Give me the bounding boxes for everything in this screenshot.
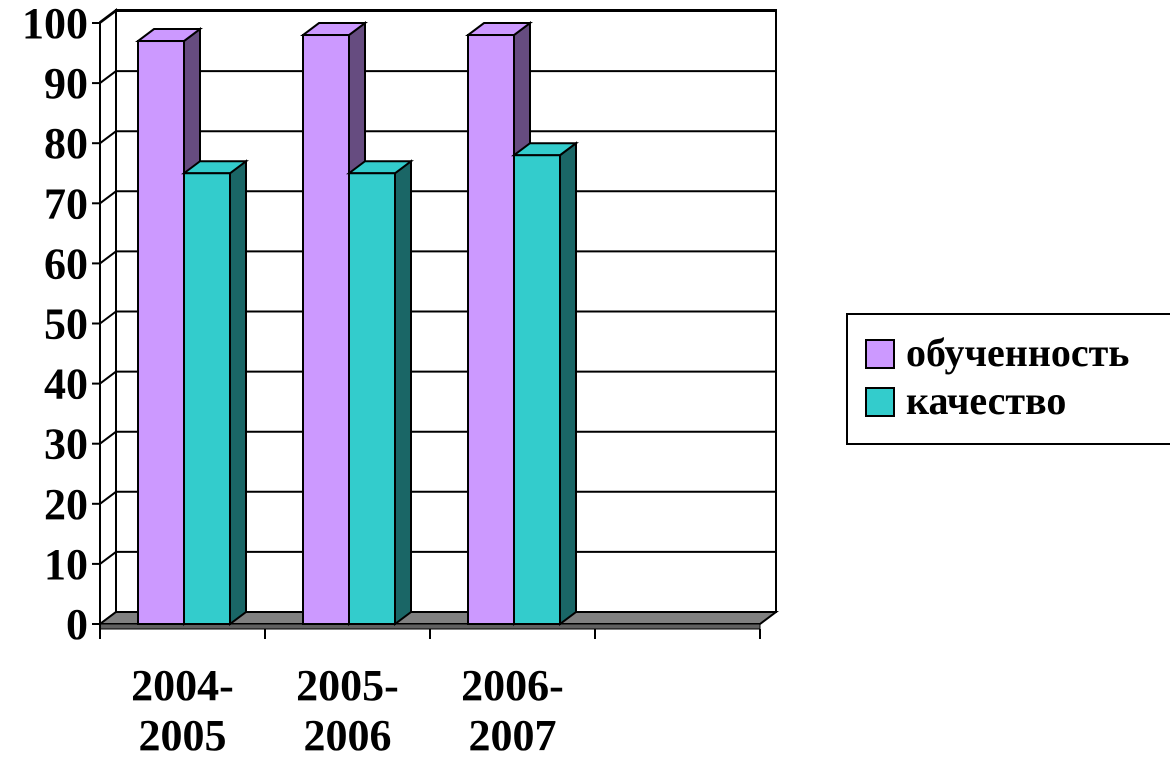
bar-front — [137, 40, 185, 625]
y-tick-label-20: 20 — [44, 480, 88, 529]
legend-swatch-1 — [865, 387, 895, 417]
x-category-label-2: 2007 — [469, 711, 557, 760]
gridline-side-50 — [99, 310, 117, 325]
bars — [134, 21, 579, 626]
gridline-side-100 — [99, 10, 117, 24]
legend-label-0: обученность — [906, 330, 1129, 375]
bar-front — [302, 34, 350, 625]
gridline-side-80 — [99, 130, 117, 144]
bar-side — [229, 159, 247, 626]
gridline-side-30 — [99, 430, 117, 445]
gridline-side-40 — [99, 370, 117, 385]
legend-label-1: качество — [906, 378, 1066, 423]
y-axis-tick-labels: 0 10 20 30 40 50 60 70 80 90 100 — [22, 0, 88, 649]
x-category-label-0: 2004- — [131, 661, 234, 710]
gridline-side-70 — [99, 190, 117, 205]
axes — [92, 22, 761, 639]
gridline-side-90 — [99, 70, 117, 84]
y-tick-label-100: 100 — [22, 0, 88, 48]
legend-box — [846, 313, 1170, 445]
gridline-side-20 — [99, 490, 117, 505]
y-tick-label-80: 80 — [44, 119, 88, 168]
y-tick-label-0: 0 — [66, 600, 88, 649]
y-tick-label-70: 70 — [44, 179, 88, 228]
x-category-label-1: 2005- — [296, 661, 399, 710]
gridline-side-60 — [99, 250, 117, 265]
bar-kachestvo-1 — [346, 159, 414, 626]
x-category-label-0: 2005 — [139, 711, 227, 760]
y-tick-label-50: 50 — [44, 300, 88, 349]
x-axis-category-labels: 2004-2005 2005-2006 2006-2007 — [131, 661, 564, 760]
bar-side — [394, 159, 412, 626]
legend-swatch-0 — [865, 339, 895, 369]
bar-front — [513, 154, 561, 625]
bar-side — [559, 141, 577, 626]
y-tick-label-40: 40 — [44, 360, 88, 409]
y-tick-label-60: 60 — [44, 239, 88, 288]
x-category-label-2: 2006- — [461, 661, 564, 710]
y-tick-label-90: 90 — [44, 59, 88, 108]
bar-front — [183, 172, 231, 625]
bar-kachestvo-2 — [511, 141, 579, 626]
y-tick-label-10: 10 — [44, 540, 88, 589]
x-category-label-1: 2006 — [304, 711, 392, 760]
bar-front — [467, 34, 515, 625]
bar-kachestvo-0 — [181, 159, 249, 626]
y-tick-label-30: 30 — [44, 420, 88, 469]
gridline-side-10 — [99, 551, 117, 565]
bar-front — [348, 172, 396, 625]
